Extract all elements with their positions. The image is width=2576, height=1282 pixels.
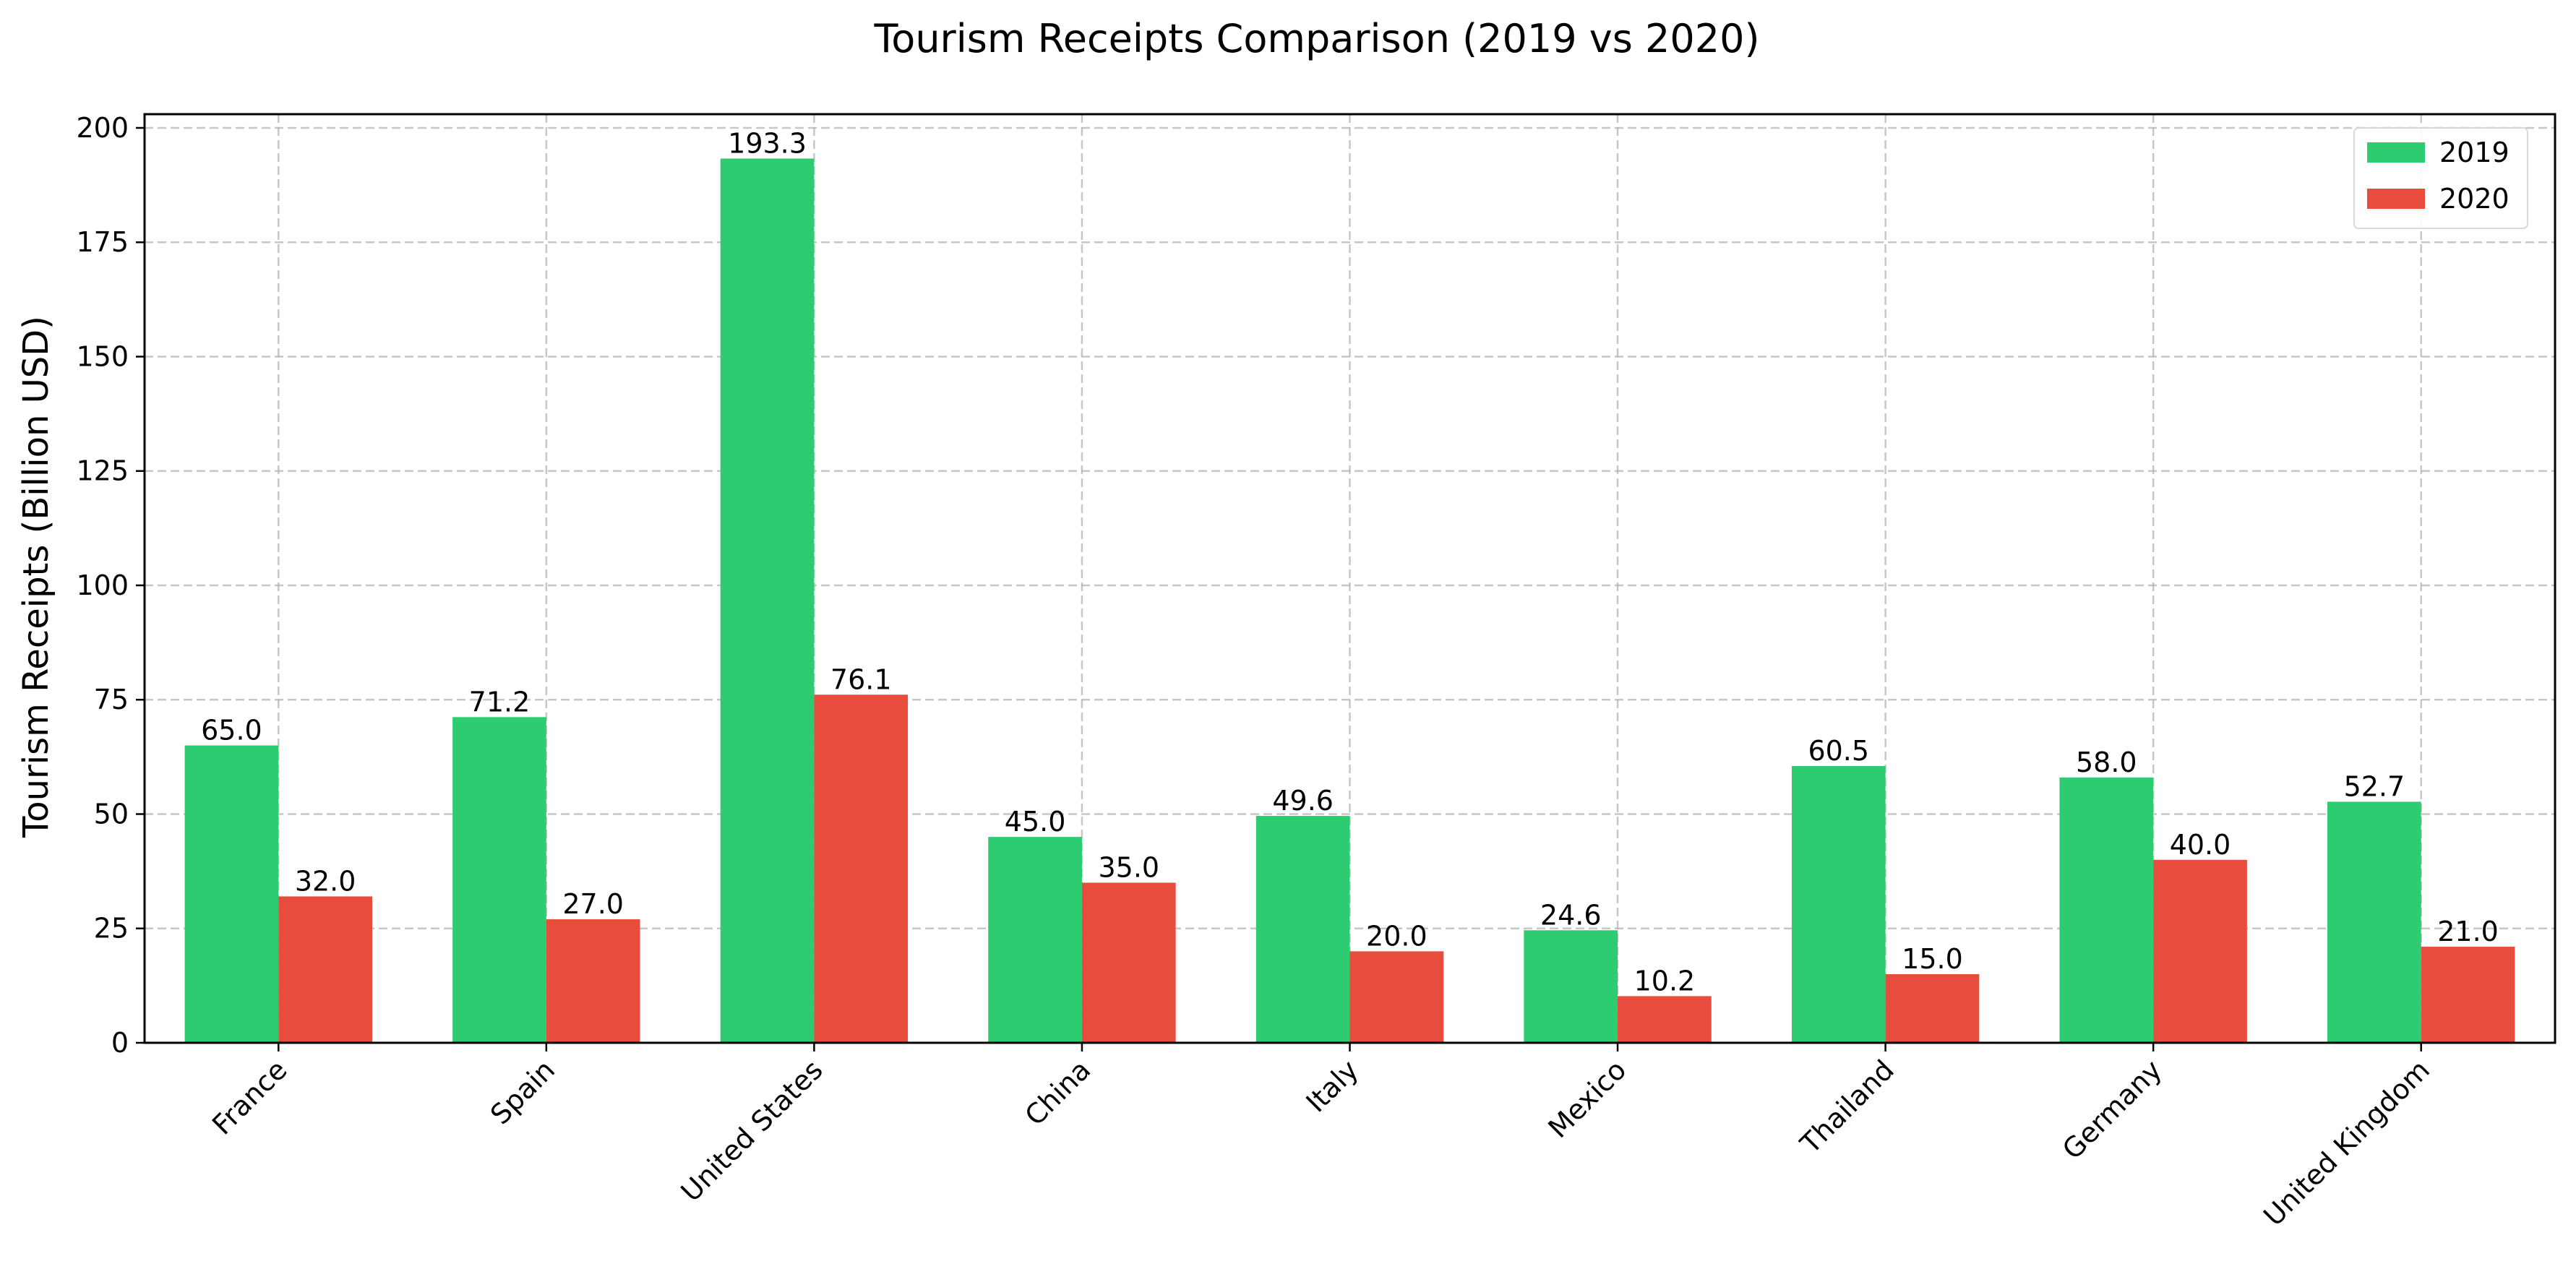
bar-2020-china <box>1081 882 1176 1043</box>
bar-value-label: 10.2 <box>1634 965 1696 997</box>
bar-value-label: 45.0 <box>1005 806 1066 838</box>
bar-value-label: 35.0 <box>1098 851 1159 883</box>
bar-value-label: 32.0 <box>295 865 356 897</box>
x-tick-label: France <box>206 1054 293 1140</box>
x-tick-label: Italy <box>1300 1054 1364 1118</box>
bar-2020-germany <box>2153 859 2247 1043</box>
bar-2020-united-kingdom <box>2421 947 2515 1043</box>
x-tick-label: United States <box>675 1054 829 1208</box>
bar-2019-thailand <box>1791 766 1886 1043</box>
y-tick-label: 0 <box>111 1027 129 1059</box>
bar-value-label: 52.7 <box>2344 770 2405 802</box>
legend-swatch-2019 <box>2367 142 2425 163</box>
bar-2020-united-states <box>814 694 909 1043</box>
legend: 2019 2020 <box>2353 127 2528 229</box>
bar-2019-united-kingdom <box>2327 801 2421 1043</box>
x-tick-label: China <box>1018 1054 1096 1132</box>
bar-2019-france <box>184 745 279 1043</box>
bar-value-label: 193.3 <box>728 127 807 159</box>
chart-title: Tourism Receipts Comparison (2019 vs 202… <box>873 16 1759 61</box>
y-axis-label: Tourism Receipts (Billion USD) <box>16 316 56 838</box>
y-tick-label: 200 <box>76 112 129 144</box>
bar-value-label: 65.0 <box>201 715 262 747</box>
y-tick-label: 25 <box>94 913 129 945</box>
y-tick-label: 150 <box>76 340 129 372</box>
x-tick-label: Germany <box>2056 1054 2168 1166</box>
bar-2019-spain <box>452 717 546 1043</box>
bar-value-label: 20.0 <box>1366 920 1427 952</box>
bar-2020-mexico <box>1618 996 1712 1043</box>
x-tick-label: Mexico <box>1542 1054 1632 1144</box>
x-tick-label: Thailand <box>1794 1054 1900 1160</box>
x-tick-label: Spain <box>484 1054 561 1130</box>
bar-value-labels: 65.0 71.2 193.3 45.0 49.6 24.6 60.5 58.0 52.7 32.… <box>201 127 2499 997</box>
bar-value-label: 15.0 <box>1902 943 1963 975</box>
bar-value-label: 40.0 <box>2170 829 2231 861</box>
bar-2019-italy <box>1255 816 1350 1043</box>
bar-2020-italy <box>1349 951 1444 1043</box>
bar-value-label: 60.5 <box>1808 735 1869 767</box>
bar-2019-united-states <box>720 158 815 1043</box>
bars <box>184 158 2515 1043</box>
y-tick-label: 75 <box>94 684 129 715</box>
y-tick-label: 50 <box>94 798 129 830</box>
bar-2020-thailand <box>1885 974 1980 1043</box>
bar-2020-france <box>278 896 372 1043</box>
bar-value-label: 24.6 <box>1540 899 1602 931</box>
bar-2020-spain <box>546 919 640 1043</box>
axes: 0 25 50 75 100 125 150 175 200 France Spain United … <box>76 112 2556 1232</box>
bar-2019-china <box>988 837 1082 1043</box>
bar-value-label: 27.0 <box>562 888 624 920</box>
bar-value-label: 76.1 <box>830 663 892 695</box>
bar-value-label: 49.6 <box>1272 785 1334 817</box>
bar-value-label: 58.0 <box>2076 747 2137 778</box>
legend-label: 2019 <box>2439 137 2510 168</box>
x-tick-label: United Kingdom <box>2257 1054 2436 1232</box>
y-tick-label: 175 <box>76 226 129 258</box>
legend-label: 2020 <box>2439 183 2510 215</box>
y-tick-label: 125 <box>76 455 129 487</box>
legend-swatch-2020 <box>2367 189 2425 209</box>
y-tick-label: 100 <box>76 569 129 601</box>
bar-value-label: 71.2 <box>469 686 531 718</box>
bar-2019-germany <box>2059 777 2154 1043</box>
bar-2019-mexico <box>1524 930 1618 1043</box>
bar-value-label: 21.0 <box>2437 916 2499 947</box>
